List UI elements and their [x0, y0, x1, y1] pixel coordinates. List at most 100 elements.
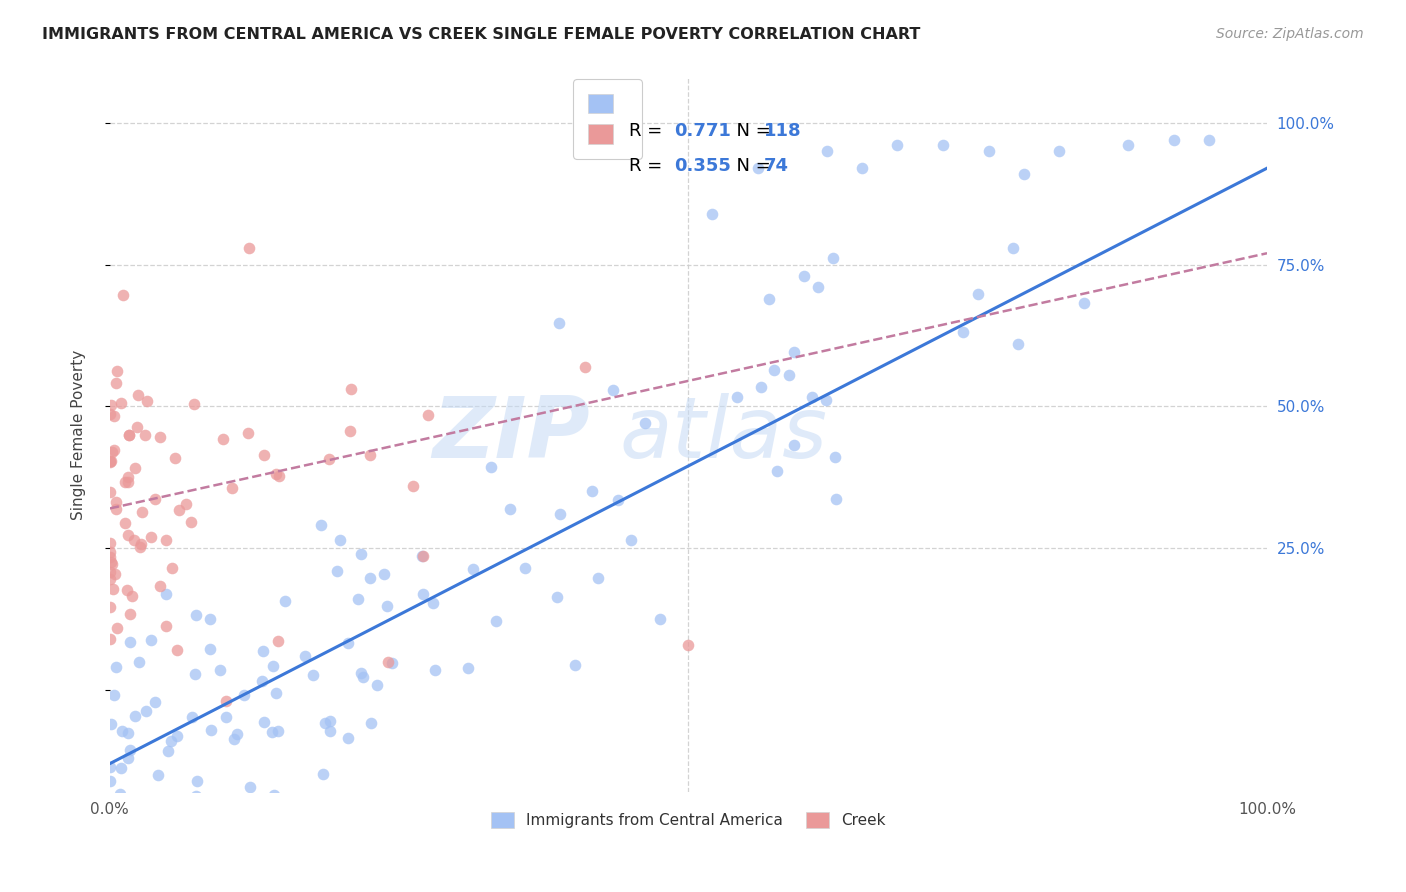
Text: 0.355: 0.355 [675, 158, 731, 176]
Point [793, 268, 815, 283]
Point [239, 780, 262, 794]
Point [100, 555, 122, 569]
Point [160, 830, 183, 844]
Point [186, 773, 208, 788]
Point [100, 398, 122, 412]
Point [105, 660, 128, 674]
Point [418, 409, 440, 423]
Text: IMMIGRANTS FROM CENTRAL AMERICA VS CREEK SINGLE FEMALE POVERTY CORRELATION CHART: IMMIGRANTS FROM CENTRAL AMERICA VS CREEK… [42, 27, 921, 42]
Point [412, 549, 434, 564]
Point [121, 589, 143, 603]
Point [479, 459, 502, 474]
Point [758, 292, 780, 306]
Point [678, 638, 700, 652]
Point [823, 251, 845, 265]
Point [143, 492, 166, 507]
Point [485, 614, 508, 628]
Point [967, 287, 990, 301]
Point [606, 493, 628, 508]
Point [184, 789, 207, 803]
Point [815, 144, 838, 158]
Point [155, 619, 177, 633]
Point [184, 667, 207, 681]
Point [336, 636, 359, 650]
Point [782, 344, 804, 359]
Point [766, 464, 789, 478]
Point [198, 612, 221, 626]
Point [157, 743, 180, 757]
Point [581, 483, 603, 498]
Point [101, 837, 124, 851]
Point [548, 316, 571, 330]
Point [162, 561, 184, 575]
Point [359, 571, 381, 585]
Point [1198, 133, 1220, 147]
Point [778, 368, 800, 383]
Point [221, 481, 243, 495]
Point [117, 751, 139, 765]
Point [110, 761, 132, 775]
Point [1001, 241, 1024, 255]
Point [461, 562, 484, 576]
Point [117, 428, 139, 442]
Point [141, 530, 163, 544]
Point [546, 591, 568, 605]
Point [122, 533, 145, 548]
Point [100, 454, 122, 468]
Point [128, 806, 150, 821]
Point [124, 709, 146, 723]
Point [111, 287, 134, 301]
Point [238, 241, 260, 255]
Point [513, 561, 536, 575]
Point [423, 663, 446, 677]
Point [103, 822, 125, 836]
Point [214, 694, 236, 708]
Point [339, 424, 361, 438]
Point [98, 485, 121, 500]
Point [350, 666, 373, 681]
Legend: Immigrants from Central America, Creek: Immigrants from Central America, Creek [485, 806, 891, 834]
Point [98, 870, 121, 884]
Point [98, 565, 121, 579]
Point [260, 724, 283, 739]
Text: 0.771: 0.771 [675, 122, 731, 140]
Point [225, 727, 247, 741]
Point [825, 492, 848, 507]
Point [98, 544, 121, 558]
Point [103, 582, 125, 596]
Point [103, 409, 125, 423]
Point [700, 206, 723, 220]
Point [263, 789, 285, 803]
Point [222, 731, 245, 746]
Point [181, 709, 204, 723]
Point [620, 533, 643, 548]
Point [751, 379, 773, 393]
Text: ZIP: ZIP [433, 393, 591, 476]
Text: N =: N = [725, 122, 776, 140]
Point [253, 449, 276, 463]
Point [979, 144, 1001, 158]
Point [134, 842, 156, 856]
Point [101, 445, 124, 459]
Point [142, 793, 165, 807]
Y-axis label: Single Female Poverty: Single Female Poverty [72, 350, 86, 520]
Point [747, 161, 769, 176]
Point [98, 407, 121, 421]
Point [127, 419, 149, 434]
Text: N =: N = [725, 158, 776, 176]
Point [117, 469, 139, 483]
Point [318, 452, 340, 467]
Point [139, 633, 162, 648]
Point [1012, 167, 1035, 181]
Point [105, 621, 128, 635]
Point [160, 733, 183, 747]
Point [105, 376, 128, 391]
Point [155, 587, 177, 601]
Point [422, 597, 444, 611]
Point [148, 768, 170, 782]
Point [1116, 138, 1139, 153]
Point [814, 392, 837, 407]
Point [110, 396, 132, 410]
Point [98, 454, 121, 468]
Point [588, 571, 610, 585]
